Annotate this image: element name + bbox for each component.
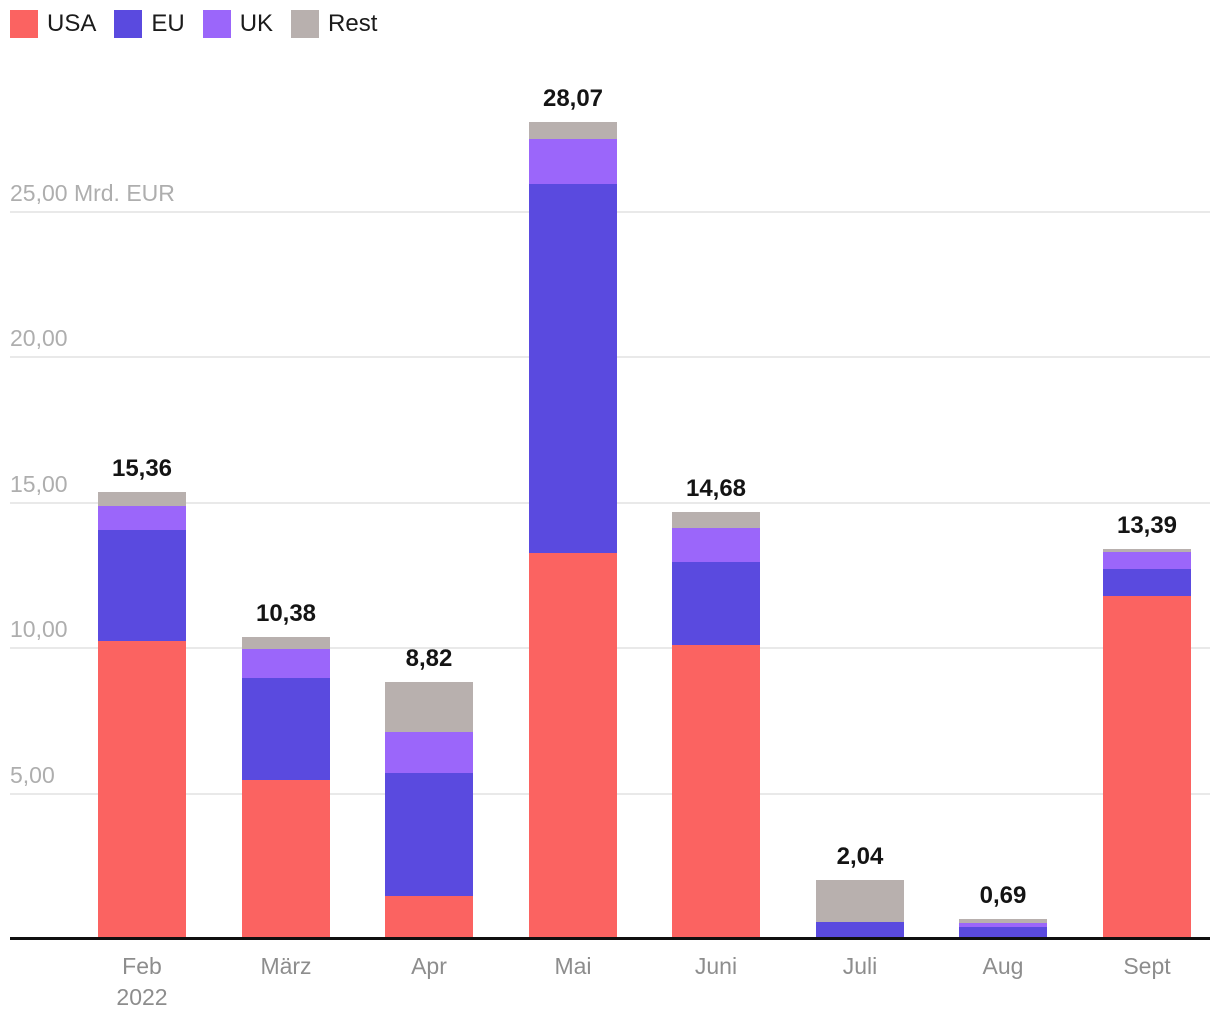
y-axis-label-15: 15,00 — [10, 470, 68, 497]
total-label-feb: 15,36 — [111, 455, 173, 482]
x-axis-label-apr: Apr — [411, 953, 447, 979]
bar-segment-uk-feb — [98, 505, 186, 531]
total-label-juni: 14,68 — [685, 475, 747, 502]
bar-segment-rest-juni — [672, 511, 760, 529]
total-label-aug: 0,69 — [979, 882, 1027, 909]
bar-segment-eu-feb — [98, 530, 186, 641]
bar-segment-rest-sept — [1103, 549, 1191, 552]
x-axis-label-märz: März — [260, 953, 312, 979]
legend-item-uk: UK — [202, 10, 274, 38]
y-axis-label-10: 10,00 — [10, 616, 68, 642]
legend-item-rest: Rest — [291, 10, 377, 38]
bar-segment-rest-juli — [816, 879, 904, 922]
bar-segment-usa-juni — [672, 645, 760, 939]
x-axis-label-feb: Feb 2022 — [116, 953, 168, 1010]
total-label-märz: 10,38 — [255, 600, 317, 627]
bar-segment-rest-mai — [529, 122, 617, 139]
bar-segment-uk-apr — [385, 731, 473, 774]
x-axis-label-sept: Sept — [1123, 953, 1171, 979]
legend-label-usa: USA — [47, 10, 97, 37]
bar-segment-eu-apr — [385, 773, 473, 896]
total-label-mai: 28,07 — [542, 85, 604, 112]
y-axis-label-20: 20,00 — [10, 325, 68, 351]
bar-segment-eu-juli — [816, 921, 904, 939]
bar-segment-uk-juni — [672, 528, 760, 563]
bar-segment-usa-mai — [529, 552, 617, 939]
bar-segment-rest-märz — [242, 636, 330, 649]
total-label-apr: 8,82 — [405, 645, 453, 672]
x-axis-label-juni: Juni — [694, 953, 738, 979]
bar-segment-uk-mai — [529, 138, 617, 184]
legend-item-eu: EU — [114, 10, 185, 38]
bar-segment-usa-feb — [98, 640, 186, 939]
x-axis-label-aug: Aug — [982, 953, 1024, 979]
legend-swatch-usa — [10, 10, 38, 38]
bar-segment-eu-mai — [529, 183, 617, 553]
bar-segment-usa-apr — [385, 895, 473, 939]
bar-segment-eu-aug — [959, 927, 1047, 939]
legend-swatch-uk — [202, 10, 231, 38]
bar-segment-eu-märz — [242, 678, 330, 780]
legend-item-usa: USA — [10, 10, 96, 38]
bar-segment-uk-märz — [242, 648, 330, 679]
bar-segment-rest-apr — [385, 682, 473, 732]
x-axis-line — [10, 937, 1210, 940]
bar-segment-eu-sept — [1103, 569, 1191, 596]
legend-swatch-rest — [291, 10, 320, 38]
bar-segment-usa-märz — [242, 779, 330, 939]
y-axis-label-25: 25,00 Mrd. EUR — [10, 179, 175, 206]
total-label-sept: 13,39 — [1116, 512, 1178, 539]
bar-segment-eu-juni — [672, 562, 760, 646]
x-axis-label-mai: Mai — [554, 953, 592, 979]
x-axis-label-juli: Juli — [842, 953, 878, 979]
legend-swatch-eu — [114, 10, 143, 38]
legend-label-uk: UK — [239, 10, 274, 37]
bar-segment-uk-sept — [1103, 551, 1191, 570]
bar-segment-usa-sept — [1103, 595, 1191, 939]
legend-label-rest: Rest — [328, 10, 378, 37]
bar-segment-uk-aug — [959, 922, 1047, 928]
bar-segment-rest-aug — [959, 918, 1047, 923]
bar-segment-rest-feb — [98, 492, 186, 506]
legend-label-eu: EU — [151, 10, 185, 37]
y-axis-label-5: 5,00 — [10, 761, 55, 788]
legend: USA EU UK Rest — [10, 10, 395, 38]
total-label-juli: 2,04 — [836, 843, 884, 870]
